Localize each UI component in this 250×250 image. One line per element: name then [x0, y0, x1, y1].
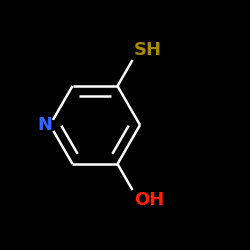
Text: OH: OH	[134, 191, 164, 209]
Text: N: N	[37, 116, 52, 134]
Text: SH: SH	[134, 41, 162, 59]
